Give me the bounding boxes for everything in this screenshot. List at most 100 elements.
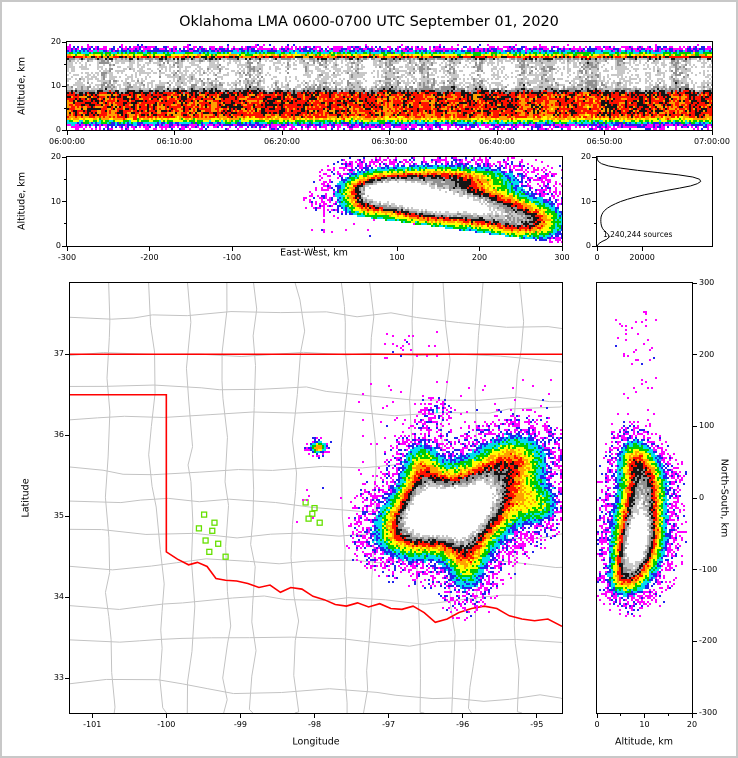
time-height-panel bbox=[66, 41, 713, 131]
tick-mark bbox=[65, 596, 69, 598]
tick-mark bbox=[65, 434, 69, 436]
tick-label: 37 bbox=[53, 349, 64, 359]
tick-mark bbox=[536, 714, 538, 718]
tick-label: -200 bbox=[699, 636, 718, 646]
tick-label: 0 bbox=[594, 253, 600, 262]
tick-label: 200 bbox=[699, 349, 715, 359]
tick-mark bbox=[165, 714, 167, 718]
tick-label: -98 bbox=[307, 720, 322, 729]
tick-mark bbox=[592, 156, 596, 158]
ns-altitude-xlabel: Altitude, km bbox=[615, 736, 673, 748]
tick-label: -300 bbox=[699, 708, 718, 717]
tick-label: 10 bbox=[639, 720, 650, 729]
time-height-canvas bbox=[67, 42, 712, 130]
tick-mark bbox=[65, 677, 69, 679]
tick-label: 300 bbox=[554, 253, 570, 262]
tick-mark bbox=[149, 247, 150, 251]
tick-label: 20 bbox=[580, 152, 591, 161]
tick-mark bbox=[693, 282, 697, 284]
tick-label: 06:30:00 bbox=[371, 137, 408, 146]
tick-mark bbox=[388, 714, 390, 718]
tick-label: 0 bbox=[55, 125, 61, 134]
tick-mark bbox=[314, 714, 316, 718]
tick-mark bbox=[66, 247, 68, 251]
tick-mark bbox=[693, 354, 697, 356]
tick-label: -100 bbox=[157, 720, 176, 729]
tick-mark bbox=[389, 131, 390, 135]
tick-label: -101 bbox=[83, 720, 102, 729]
tick-mark bbox=[592, 201, 596, 202]
tick-label: 06:00:00 bbox=[49, 137, 85, 146]
tick-label: 300 bbox=[699, 278, 715, 287]
tick-label: 10 bbox=[50, 81, 61, 90]
tick-label: 20000 bbox=[629, 253, 655, 262]
tick-mark bbox=[604, 131, 605, 135]
tick-label: -99 bbox=[233, 720, 247, 729]
tick-label: 0 bbox=[585, 241, 591, 250]
tick-label: 0 bbox=[699, 493, 705, 502]
tick-label: -300 bbox=[57, 253, 77, 262]
figure-title: Oklahoma LMA 0600-0700 UTC September 01,… bbox=[179, 14, 559, 30]
tick-mark bbox=[174, 131, 175, 135]
tick-mark bbox=[281, 131, 283, 135]
tick-label: -97 bbox=[382, 720, 396, 729]
east-west-height-panel bbox=[66, 156, 563, 247]
tick-label: 10 bbox=[580, 196, 591, 206]
tick-mark bbox=[711, 131, 713, 135]
tick-label: -100 bbox=[699, 564, 718, 574]
tick-mark bbox=[561, 247, 563, 251]
tick-label: 20 bbox=[686, 720, 698, 729]
tick-label: 07:00:00 bbox=[694, 137, 730, 146]
tick-mark bbox=[62, 156, 66, 158]
tick-mark bbox=[231, 247, 233, 251]
tick-label: 0 bbox=[55, 241, 61, 250]
tick-mark bbox=[65, 515, 69, 517]
plan-view-map-panel bbox=[69, 282, 563, 714]
tick-label: 10 bbox=[50, 196, 61, 206]
source-count-annotation: 1,240,244 sources bbox=[603, 230, 673, 239]
tick-mark bbox=[594, 223, 596, 225]
tick-label: 06:10:00 bbox=[156, 137, 193, 146]
tick-label: -96 bbox=[456, 720, 470, 729]
tick-mark bbox=[594, 178, 596, 180]
altitude-histogram-panel bbox=[596, 156, 713, 247]
tick-mark bbox=[66, 131, 68, 135]
tick-mark bbox=[693, 712, 697, 714]
tick-mark bbox=[62, 245, 66, 247]
tick-label: 20 bbox=[50, 37, 61, 46]
tick-mark bbox=[691, 714, 693, 718]
tick-mark bbox=[667, 714, 669, 716]
tick-mark bbox=[239, 714, 241, 718]
tick-label: 06:50:00 bbox=[586, 137, 623, 146]
east-west-height-canvas bbox=[67, 157, 562, 246]
tick-label: 06:40:00 bbox=[479, 137, 515, 146]
tick-mark bbox=[314, 247, 315, 251]
north-south-height-canvas bbox=[597, 283, 692, 713]
tick-mark bbox=[62, 201, 66, 202]
tick-label: 100 bbox=[699, 421, 715, 431]
tick-mark bbox=[596, 714, 598, 718]
tick-mark bbox=[479, 247, 480, 251]
tick-mark bbox=[64, 63, 66, 65]
tick-label: 33 bbox=[53, 673, 64, 683]
tick-label: -100 bbox=[222, 253, 242, 262]
tick-mark bbox=[644, 714, 645, 718]
plan-view-map-canvas bbox=[70, 283, 562, 713]
tick-mark bbox=[592, 245, 596, 247]
tick-mark bbox=[91, 714, 93, 718]
tick-mark bbox=[62, 41, 66, 43]
tick-mark bbox=[693, 569, 697, 571]
tick-mark bbox=[62, 129, 66, 131]
tick-label: -200 bbox=[140, 253, 159, 262]
tick-mark bbox=[620, 714, 622, 716]
north-south-height-panel bbox=[596, 282, 693, 714]
tick-mark bbox=[64, 107, 66, 109]
tick-label: 06:20:00 bbox=[264, 137, 300, 146]
tick-mark bbox=[693, 497, 697, 499]
tick-mark bbox=[641, 247, 643, 251]
tick-mark bbox=[596, 247, 598, 251]
tick-label: 100 bbox=[389, 253, 405, 262]
tick-mark bbox=[496, 131, 498, 135]
tick-label: 36 bbox=[53, 430, 64, 440]
